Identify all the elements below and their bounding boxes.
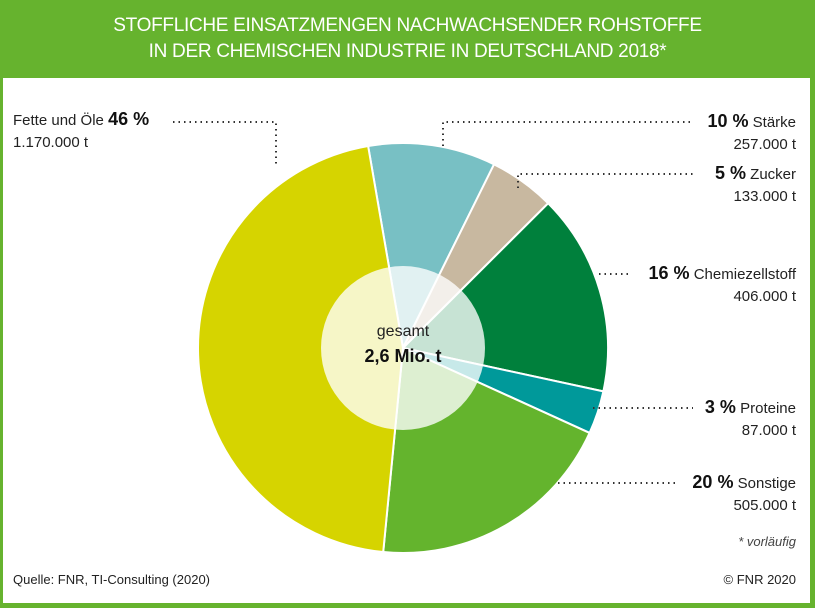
copyright: © FNR 2020 <box>723 572 796 587</box>
title-line-1: STOFFLICHE EINSATZMENGEN NACHWACHSENDER … <box>113 15 702 36</box>
title-line-2: IN DER CHEMISCHEN INDUSTRIE IN DEUTSCHLA… <box>148 41 667 62</box>
label-zucker: 5 % Zucker 133.000 t <box>714 163 796 205</box>
label-fette: Fette und Öle 46 % 1.170.000 t <box>13 109 150 151</box>
chart-panel: gesamt 2,6 Mio. t Fette und Öle 46 % 1.17… <box>3 78 810 603</box>
leader-staerke <box>442 121 693 146</box>
pie-slice-fette-und-öle <box>197 144 405 554</box>
source: Quelle: FNR, TI-Consulting (2020) <box>13 572 211 587</box>
leader-lines <box>173 121 693 484</box>
label-staerke: 10 % Stärke 257.000 t <box>707 111 796 153</box>
label-proteine: 3 % Proteine 87.000 t <box>704 397 796 439</box>
label-chemiezellstoff: 16 % Chemiezellstoff 406.000 t <box>648 263 796 305</box>
leader-fette <box>173 121 277 166</box>
center-label: gesamt <box>377 323 430 340</box>
chart-title: STOFFLICHE EINSATZMENGEN NACHWACHSENDER … <box>0 0 815 78</box>
footnote: * vorläufig <box>738 534 796 549</box>
center-value: 2,6 Mio. t <box>364 346 441 366</box>
pie-chart: gesamt 2,6 Mio. t <box>173 121 693 554</box>
label-sonstige: 20 % Sonstige 505.000 t <box>692 472 796 514</box>
center-circle <box>321 266 485 430</box>
